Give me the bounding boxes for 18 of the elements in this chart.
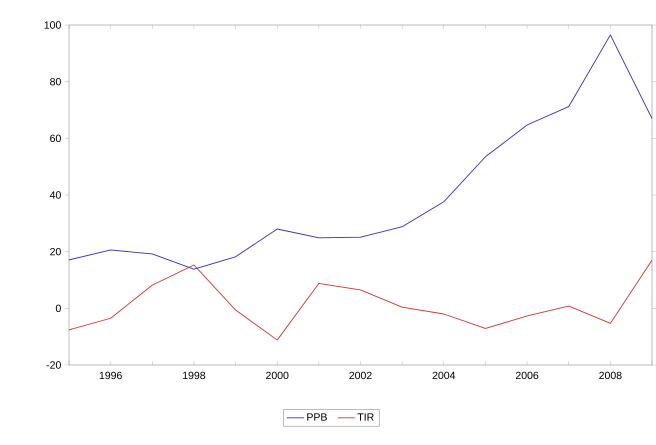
y-tick-label: 40	[50, 191, 61, 199]
y-tick-label: 60	[50, 134, 61, 142]
y-tick-label: 80	[50, 78, 61, 86]
legend-label: TIR	[358, 413, 374, 421]
x-tick-label: 1996	[100, 372, 122, 380]
x-tick-label: 2002	[349, 372, 372, 380]
legend-label: PPB	[307, 413, 327, 421]
line-series	[69, 260, 652, 341]
y-tick-label: -20	[46, 361, 61, 369]
x-tick-label: 2008	[599, 372, 622, 380]
y-tick-label: 100	[44, 21, 61, 29]
line-series	[69, 34, 652, 270]
x-tick-label: 2004	[432, 372, 456, 380]
x-tick-label: 1998	[183, 372, 206, 380]
y-tick-label: 0	[56, 304, 61, 312]
x-tick-label: 2006	[516, 372, 538, 380]
x-tick-label: 2000	[266, 372, 288, 380]
y-tick-label: 20	[50, 248, 61, 256]
